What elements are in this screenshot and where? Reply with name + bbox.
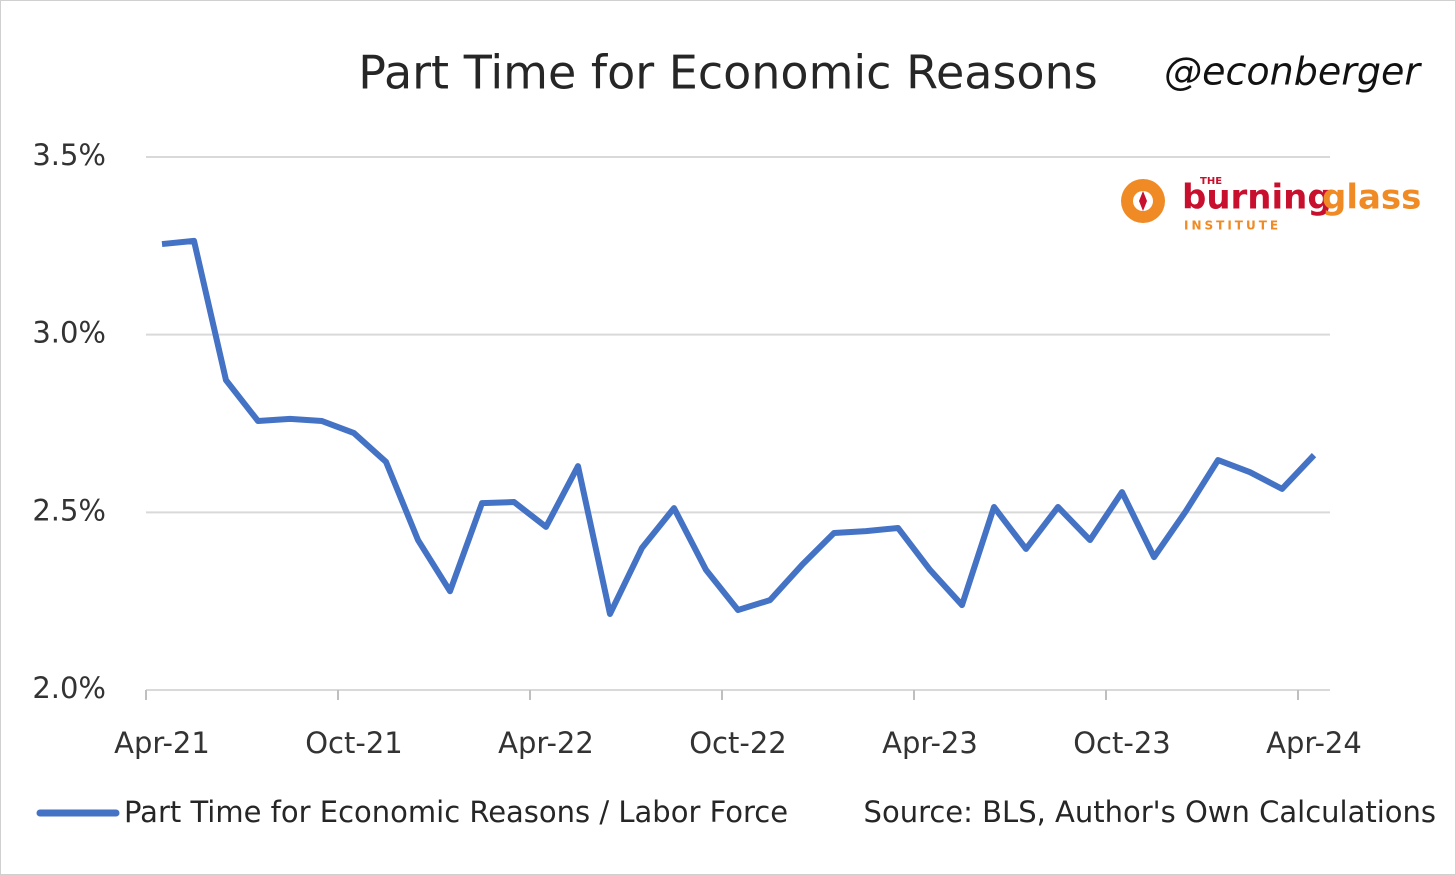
x-tick-label: Apr-23 (882, 726, 978, 760)
logo-top: THE (1200, 176, 1222, 187)
logo: THE burning glass INSTITUTE (1121, 176, 1421, 233)
watermark: @econberger (1164, 50, 1422, 94)
y-tick-label: 2.0% (32, 671, 106, 705)
x-tick-label: Apr-21 (114, 726, 210, 760)
x-tick-label: Apr-22 (498, 726, 594, 760)
legend-label: Part Time for Economic Reasons / Labor F… (124, 795, 788, 829)
x-tick-label: Apr-24 (1266, 726, 1362, 760)
logo-name-b: glass (1322, 178, 1421, 218)
y-tick-label: 2.5% (32, 493, 106, 527)
chart-title: Part Time for Economic Reasons (358, 46, 1097, 100)
x-tick-label: Oct-23 (1073, 726, 1171, 760)
y-tick-label: 3.5% (32, 138, 106, 172)
x-tick-label: Oct-21 (305, 726, 403, 760)
series-line (161, 237, 1317, 617)
logo-icon-star (1139, 191, 1147, 211)
logo-name-a: burning (1182, 178, 1332, 218)
logo-bottom: INSTITUTE (1184, 219, 1281, 233)
x-tick-label: Oct-22 (689, 726, 787, 760)
y-tick-label: 3.0% (32, 316, 106, 350)
source-note: Source: BLS, Author's Own Calculations (864, 795, 1436, 829)
